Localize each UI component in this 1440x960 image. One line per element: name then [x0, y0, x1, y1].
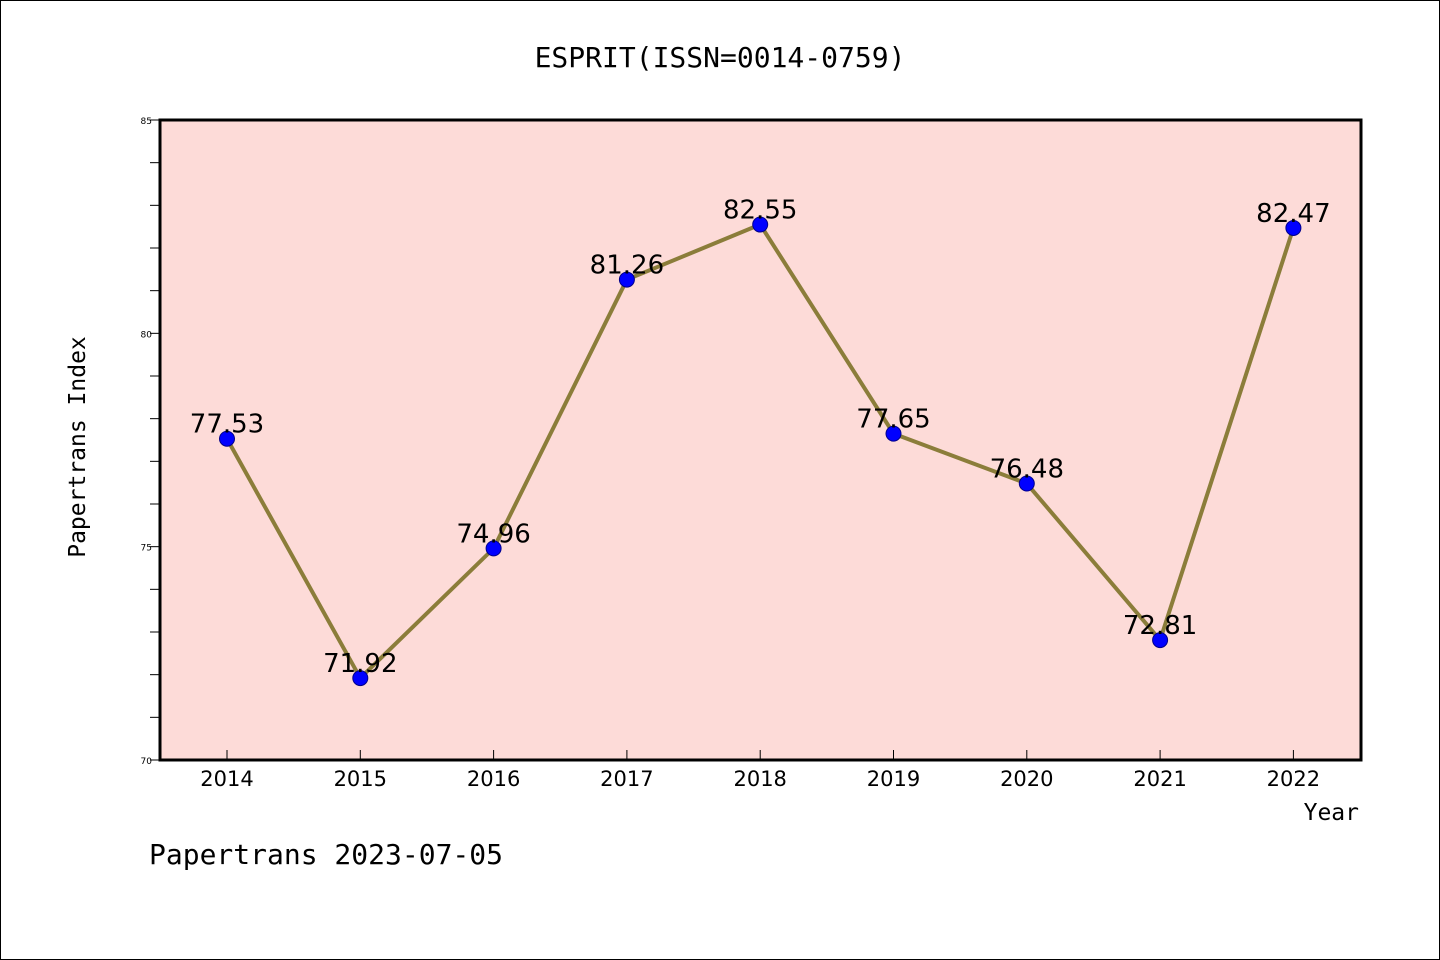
data-point [1018, 475, 1035, 492]
y-axis-label: Papertrans Index [65, 336, 91, 558]
data-label: 71.92 [323, 649, 397, 679]
x-tick-label: 2016 [467, 767, 520, 791]
data-label: 77.65 [856, 405, 930, 435]
watermark: Papertrans 2023-07-05 [149, 838, 503, 871]
chart-title: ESPRIT(ISSN=0014-0759) [535, 41, 906, 74]
x-tick-label: 2014 [200, 767, 253, 791]
x-axis-label: Year [1304, 800, 1359, 826]
y-axis: 70 75 80 85 [141, 117, 160, 767]
data-point [1152, 632, 1169, 649]
x-tick-label: 2019 [867, 767, 920, 791]
x-tick-label: 2021 [1133, 767, 1186, 791]
data-label: 72.81 [1123, 611, 1197, 641]
y-tick-label: 75 [141, 544, 152, 554]
data-point [219, 430, 235, 447]
x-tick-label: 2020 [1000, 767, 1053, 791]
y-tick-label: 85 [141, 117, 152, 127]
x-tick-label: 2022 [1267, 767, 1320, 791]
data-point [352, 670, 369, 687]
data-label: 76.48 [990, 455, 1064, 485]
data-label: 82.55 [723, 196, 797, 226]
data-point [1285, 219, 1302, 236]
x-tick-label: 2015 [334, 767, 387, 791]
data-label: 74.96 [456, 519, 530, 549]
data-label: 82.47 [1256, 199, 1330, 229]
x-tick-label: 2018 [733, 767, 786, 791]
x-axis: 2014 2015 2016 2017 2018 2019 2020 2021 2022 [200, 750, 1320, 791]
series-line: 77.53 71.92 74.96 81.26 82.55 77.65 76.48 72.81… [190, 196, 1331, 687]
y-tick-label: 70 [141, 757, 153, 767]
data-label: 77.53 [190, 410, 264, 440]
x-tick-label: 2017 [600, 767, 653, 791]
data-point [618, 271, 635, 288]
data-point [885, 425, 902, 442]
data-point [752, 216, 769, 233]
data-point [485, 540, 502, 557]
y-tick-label: 80 [141, 330, 153, 340]
data-label: 81.26 [590, 251, 664, 281]
